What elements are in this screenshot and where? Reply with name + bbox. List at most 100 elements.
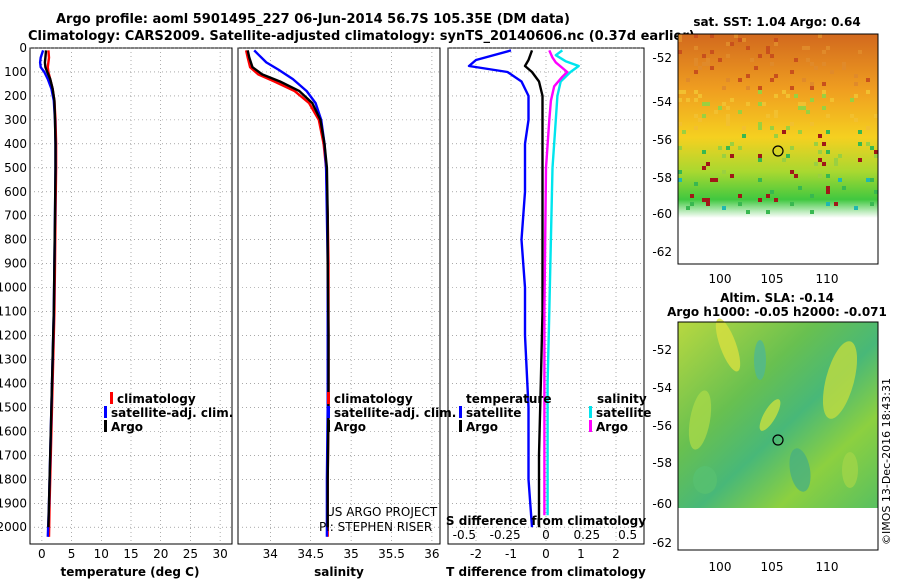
- sst-pixel: [694, 114, 698, 118]
- sst-pixel: [726, 114, 730, 118]
- x-tick-label: 35.5: [378, 547, 405, 561]
- sst-pixel: [726, 54, 730, 58]
- sst-pixel: [806, 46, 810, 50]
- sst-pixel: [794, 58, 798, 62]
- y-tick-label: 1600: [0, 424, 27, 438]
- sla-feature: [842, 452, 858, 488]
- legend-swatch-satellite: [104, 406, 107, 418]
- sst-pixel: [858, 158, 862, 162]
- y-tick-label: 1800: [0, 472, 27, 486]
- sst-pixel: [758, 86, 762, 90]
- sst-pixel: [730, 42, 734, 46]
- sst-pixel: [730, 174, 734, 178]
- sst-pixel: [822, 162, 826, 166]
- sst-pixel: [774, 42, 778, 46]
- legend-swatch-s-argo: [589, 420, 592, 432]
- legend-label-argo: Argo: [111, 420, 143, 434]
- sst-pixel: [802, 106, 806, 110]
- sst-pixel: [866, 142, 870, 146]
- x-tick-label: 10: [94, 547, 109, 561]
- sst-pixel: [746, 46, 750, 50]
- sst-pixel: [706, 62, 710, 66]
- sst-y-tick-label: -58: [652, 171, 672, 185]
- sst-pixel: [694, 46, 698, 50]
- series-line-s-argo: [543, 49, 569, 516]
- s-tick-label: 0: [542, 528, 550, 542]
- x-tick-label: 35: [343, 547, 358, 561]
- sst-pixel: [694, 62, 698, 66]
- sst-pixel: [702, 54, 706, 58]
- sst-pixel: [758, 158, 762, 162]
- sst-pixel: [678, 50, 682, 54]
- sst-pixel: [722, 206, 726, 210]
- sla-feature: [715, 318, 741, 372]
- sst-pixel: [770, 78, 774, 82]
- y-tick-label: 0: [19, 41, 27, 55]
- sst-pixel: [754, 66, 758, 70]
- y-tick-label: 300: [4, 113, 27, 127]
- sla-y-tick-label: -52: [652, 343, 672, 357]
- sst-pixel: [822, 62, 826, 66]
- sst-pixel: [774, 38, 778, 42]
- project-annotation: US ARGO PROJECT: [326, 505, 438, 519]
- sst-pixel: [758, 102, 762, 106]
- sst-pixel: [866, 90, 870, 94]
- y-tick-label: 1300: [0, 352, 27, 366]
- sst-pixel: [678, 178, 682, 182]
- sla-map-subtitle: Argo h1000: -0.05 h2000: -0.071: [667, 305, 887, 319]
- sst-pixel: [818, 150, 822, 154]
- sst-y-tick-label: -62: [652, 245, 672, 259]
- sst-pixel: [738, 194, 742, 198]
- s-tick-label: 0.25: [573, 528, 600, 542]
- sst-pixel: [706, 58, 710, 62]
- y-tick-label: 700: [4, 209, 27, 223]
- sst-pixel: [854, 82, 858, 86]
- y-tick-label: 200: [4, 89, 27, 103]
- tick-layer: 0100200300400500600700800900100011001200…: [0, 41, 637, 561]
- sst-pixel: [790, 86, 794, 90]
- x-tick-label: -1: [505, 547, 517, 561]
- sst-pixel: [822, 94, 826, 98]
- sst-pixel: [866, 178, 870, 182]
- s-tick-label: -0.5: [453, 528, 476, 542]
- legend-swatch-t-argo: [459, 420, 462, 432]
- sst-pixel: [798, 106, 802, 110]
- sst-pixel: [838, 154, 842, 158]
- series-line-argo: [43, 50, 57, 528]
- sst-pixel: [798, 186, 802, 190]
- map-tick-layer: -52 -54 -56 -58 -60 -62 -52 -54 -56 -58 -60 -62 100 1…: [652, 51, 838, 574]
- sst-pixel: [810, 122, 814, 126]
- y-tick-label: 1400: [0, 376, 27, 390]
- sst-pixel: [690, 194, 694, 198]
- legend-label-s-argo: Argo: [596, 420, 628, 434]
- sst-pixel: [746, 102, 750, 106]
- sst-pixel: [722, 86, 726, 90]
- sst-pixel: [726, 106, 730, 110]
- sst-pixel: [726, 42, 730, 46]
- temperature-xlabel: temperature (deg C): [61, 565, 200, 579]
- sst-pixel: [758, 154, 762, 158]
- sst-pixel: [706, 162, 710, 166]
- sst-pixel: [678, 38, 682, 42]
- sst-pixel: [786, 154, 790, 158]
- x-tick-label: 5: [68, 547, 76, 561]
- series-line-t-satellite: [467, 49, 534, 528]
- sst-pixel: [758, 54, 762, 58]
- sst-pixel: [770, 62, 774, 66]
- sst-pixel: [746, 74, 750, 78]
- sst-pixel: [702, 62, 706, 66]
- y-tick-label: 1900: [0, 496, 27, 510]
- sst-pixel: [718, 58, 722, 62]
- s-tick-label: 0.5: [618, 528, 637, 542]
- series-line-climatology: [244, 50, 330, 537]
- sst-pixel: [682, 130, 686, 134]
- sst-pixel: [678, 34, 682, 38]
- sst-pixel: [694, 182, 698, 186]
- sst-pixel: [874, 150, 878, 154]
- y-tick-label: 900: [4, 257, 27, 271]
- sst-x-tick-label: 100: [709, 272, 732, 286]
- sst-pixel: [710, 50, 714, 54]
- sst-pixel: [814, 66, 818, 70]
- sst-pixel: [770, 126, 774, 130]
